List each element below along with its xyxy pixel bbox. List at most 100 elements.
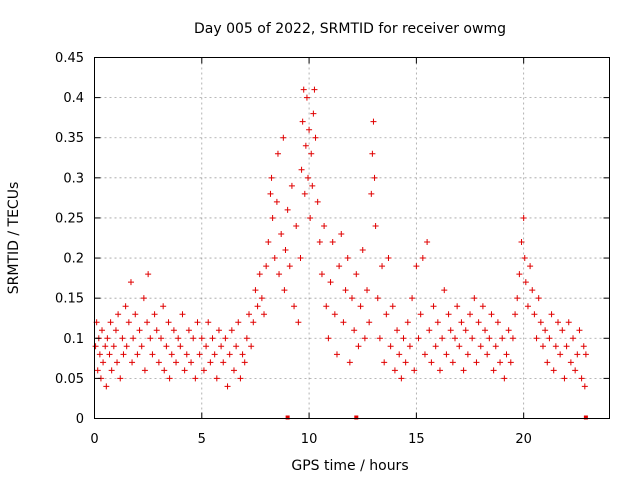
data-point [103,383,109,389]
data-point [158,335,164,341]
data-point [416,335,422,341]
data-point [100,359,106,365]
data-point [493,343,499,349]
y-tick-label: 0.1 [63,332,84,347]
data-point [499,335,505,341]
data-point [525,303,531,309]
srmtid-chart: Day 005 of 2022, SRMTID for receiver owm… [0,0,640,480]
data-point [531,311,537,317]
data-point [566,319,572,325]
data-point [192,375,198,381]
data-point [405,319,411,325]
data-point [540,343,546,349]
data-point [418,311,424,317]
data-point [195,319,201,325]
data-point [522,255,528,261]
y-tick-labels: 0 0.05 0.1 0.15 0.2 0.25 0.3 0.35 0.4 0.45 [55,51,84,427]
data-point [323,303,329,309]
data-point [486,335,492,341]
y-tick-label: 0.35 [55,131,84,146]
x-tick-label: 10 [301,432,318,447]
data-point [443,351,449,357]
data-point [478,343,484,349]
data-point [422,351,428,357]
data-point [546,335,552,341]
data-point [433,343,439,349]
data-point [385,255,391,261]
data-point [104,335,110,341]
data-point [396,351,402,357]
data-point [574,351,580,357]
data-point [456,343,462,349]
data-point [163,343,169,349]
data-point [510,335,516,341]
data-point [549,311,555,317]
data-point [581,343,587,349]
data-point [137,327,143,333]
grid [95,58,610,419]
data-point [536,295,542,301]
data-point [272,255,278,261]
data-point [471,295,477,301]
data-point [301,87,307,93]
data-point [225,383,231,389]
data-point [527,263,533,269]
data-point [229,327,235,333]
data-point [454,303,460,309]
data-point [263,263,269,269]
data-point [582,383,588,389]
data-point [161,367,167,373]
x-tick-label: 5 [198,432,206,447]
data-point [332,311,338,317]
data-point [369,151,375,157]
data-point [392,367,398,373]
data-point [173,359,179,365]
data-point [529,287,535,293]
y-tick-label: 0 [76,412,84,427]
data-point [188,359,194,365]
data-point [484,351,490,357]
data-point [267,191,273,197]
data-point [521,215,527,221]
data-point [278,231,284,237]
data-point [171,327,177,333]
data-point [102,343,108,349]
data-point [504,351,510,357]
data-point [372,175,378,181]
x-tick-label: 15 [408,432,425,447]
x-tick-labels: 0 5 10 15 20 [90,432,532,447]
data-point [175,335,181,341]
data-point [114,359,120,365]
data-point [280,135,286,141]
data-point [439,335,445,341]
data-point [306,127,312,133]
data-point [446,311,452,317]
data-point [328,279,334,285]
data-point [452,335,458,341]
data-point [491,367,497,373]
data-point [149,351,155,357]
data-point [340,319,346,325]
data-point [93,343,99,349]
data-point [285,207,291,213]
data-point [463,327,469,333]
data-point [269,175,275,181]
data-point [281,287,287,293]
data-point [495,319,501,325]
data-point [129,359,135,365]
data-point [428,359,434,365]
data-point [441,287,447,293]
data-point [583,351,589,357]
data-point [233,343,239,349]
data-point [220,359,226,365]
y-axis-label: SRMTID / TECUs [6,182,22,295]
x-axis-label: GPS time / hours [291,458,408,474]
data-point [330,239,336,245]
data-point [303,143,309,149]
data-point [300,119,306,125]
data-point [282,247,288,253]
data-point [362,335,368,341]
data-point [246,311,252,317]
data-point [358,303,364,309]
data-point [97,351,103,357]
